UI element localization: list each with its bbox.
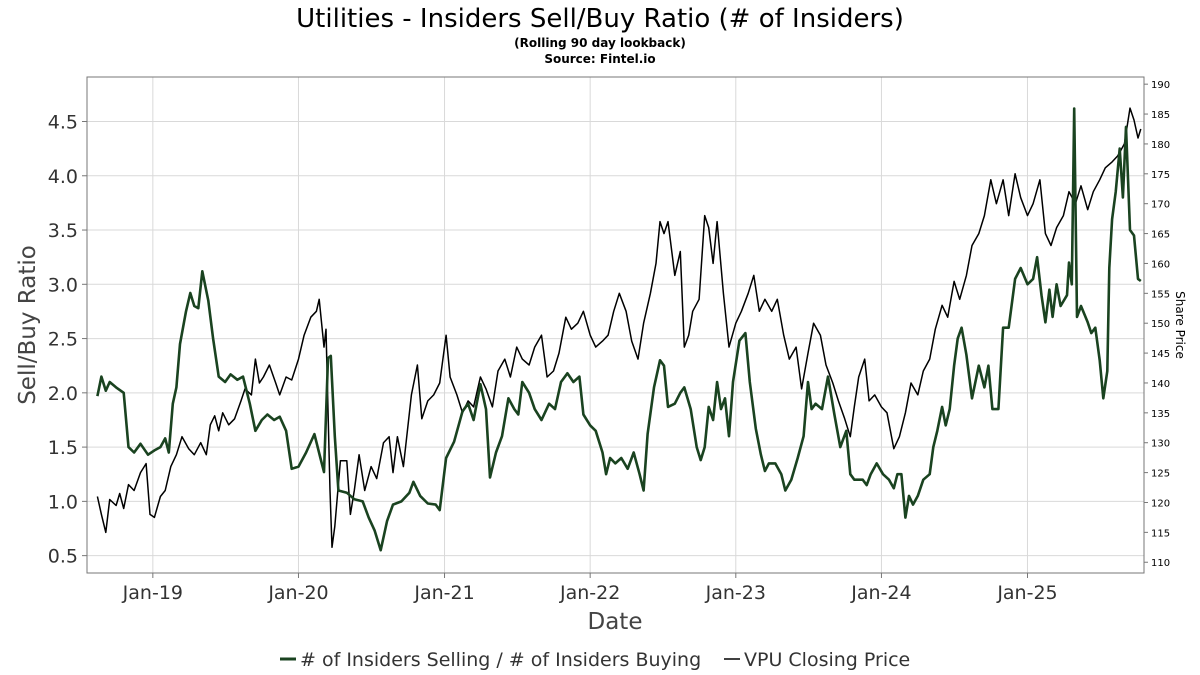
y-tick-label: 2.0 — [48, 383, 78, 405]
y-tick-label: 4.5 — [48, 111, 78, 133]
y2-tick-label: 170 — [1151, 200, 1170, 211]
y2-tick-label: 175 — [1151, 170, 1170, 181]
y-axis-label: Sell/Buy Ratio — [15, 245, 41, 405]
legend-label-price: VPU Closing Price — [744, 649, 910, 671]
right-axis-ticks: 110 115 120 125 130 135 140 145 150 155 160 165 170 1… — [1144, 80, 1170, 569]
x-tick-label: Jan-19 — [122, 582, 183, 604]
y2-tick-label: 190 — [1151, 80, 1170, 91]
chart-subtitle-lookback: (Rolling 90 day lookback) — [514, 36, 686, 50]
y2-tick-label: 130 — [1151, 439, 1170, 450]
left-axis-ticks: 0.5 1.0 1.5 2.0 2.5 3.0 3.5 4.0 4.5 — [48, 111, 87, 568]
plot-frame — [86, 76, 1145, 574]
x-tick-label: Jan-21 — [413, 582, 474, 604]
y2-tick-label: 110 — [1151, 558, 1170, 569]
y-tick-label: 1.0 — [48, 491, 78, 513]
legend-label-ratio: # of Insiders Selling / # of Insiders Bu… — [300, 649, 701, 671]
series-line-sell-buy-ratio — [96, 107, 1142, 552]
y2-tick-label: 160 — [1151, 259, 1170, 270]
legend: # of Insiders Selling / # of Insiders Bu… — [280, 649, 910, 671]
y2-tick-label: 120 — [1151, 498, 1170, 509]
x-axis-label: Date — [588, 609, 643, 635]
x-tick-label: Jan-20 — [267, 582, 328, 604]
y2-tick-label: 155 — [1151, 289, 1170, 300]
x-tick-label: Jan-25 — [996, 582, 1057, 604]
y2-tick-label: 185 — [1151, 110, 1170, 121]
y2-tick-label: 150 — [1151, 319, 1170, 330]
y2-tick-label: 180 — [1151, 140, 1170, 151]
x-axis-ticks: Jan-19 Jan-20 Jan-21 Jan-22 Jan-23 Jan-24 Jan-… — [122, 573, 1058, 604]
y-tick-label: 0.5 — [48, 546, 78, 568]
y2-tick-label: 145 — [1151, 349, 1170, 360]
x-tick-label: Jan-23 — [705, 582, 766, 604]
y-tick-label: 3.0 — [48, 274, 78, 296]
y-tick-label: 2.5 — [48, 329, 78, 351]
x-tick-label: Jan-22 — [559, 582, 620, 604]
grid-lines — [87, 77, 1144, 573]
y2-tick-label: 165 — [1151, 230, 1170, 241]
series-lines — [96, 107, 1142, 552]
series-line-vpu-price — [96, 107, 1142, 549]
chart-subtitle-source: Source: Fintel.io — [544, 52, 655, 66]
y-tick-label: 4.0 — [48, 166, 78, 188]
y2-tick-label: 125 — [1151, 469, 1170, 480]
y2-axis-label: Share Price — [1173, 291, 1187, 359]
x-tick-label: Jan-24 — [850, 582, 911, 604]
y2-tick-label: 140 — [1151, 379, 1170, 390]
y-tick-label: 3.5 — [48, 220, 78, 242]
y2-tick-label: 115 — [1151, 528, 1170, 539]
y2-tick-label: 135 — [1151, 409, 1170, 420]
chart-title: Utilities - Insiders Sell/Buy Ratio (# o… — [296, 4, 904, 34]
y-tick-label: 1.5 — [48, 437, 78, 459]
